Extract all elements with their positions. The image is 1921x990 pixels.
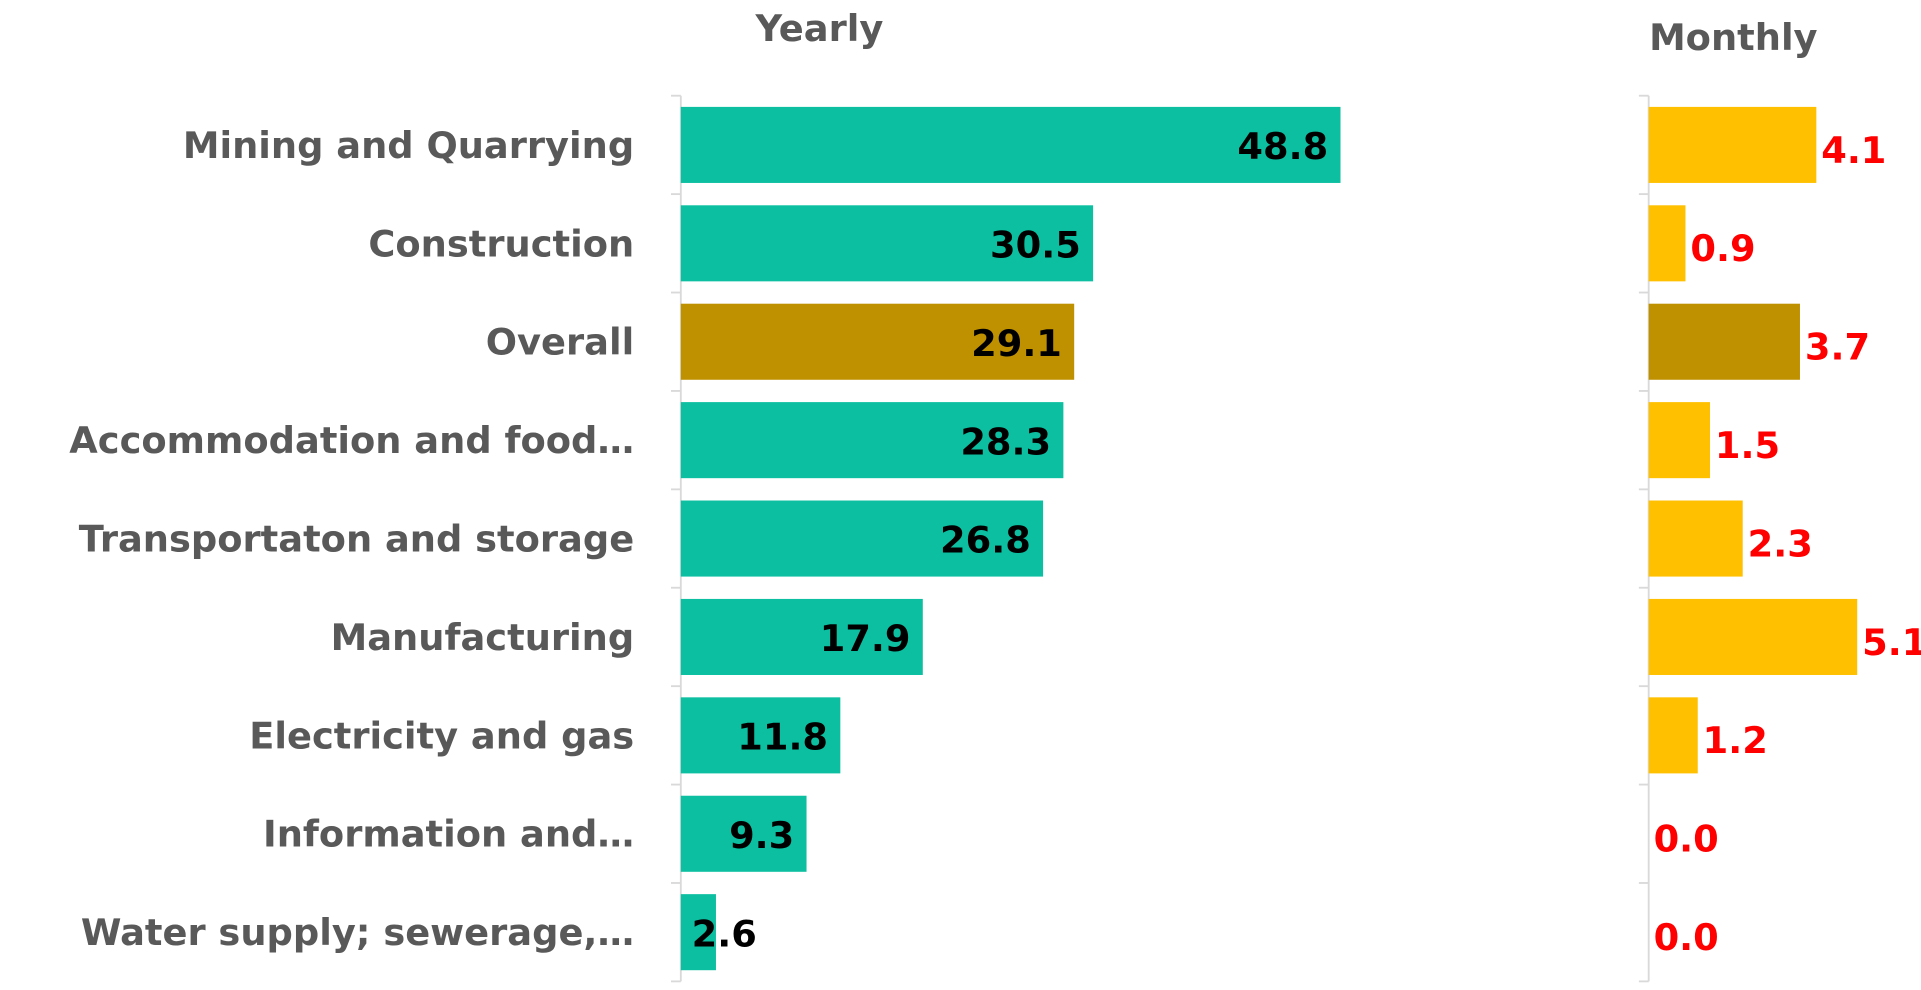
value-label: 2.3 [1748,522,1813,565]
bar [1648,205,1686,282]
value-label: 5.1 [1862,621,1921,664]
value-label: 2.6 [692,912,757,955]
bar [680,500,1044,577]
value-label: 0.0 [1654,818,1719,861]
category-label: Mining and Quarrying [183,124,634,167]
bar [680,402,1064,479]
bar [1648,697,1698,774]
value-label: 28.3 [960,420,1051,463]
value-label: 11.8 [737,716,828,759]
bar [680,303,1075,380]
bar [680,697,841,774]
value-label: 4.1 [1821,129,1886,172]
value-label: 17.9 [820,617,911,660]
bar [1648,500,1743,577]
value-label: 30.5 [990,224,1081,267]
chart-title: Monthly [1649,16,1817,59]
category-label: Information and… [263,813,634,856]
category-label: Transportaton and storage [79,518,634,561]
value-label: 1.2 [1703,719,1768,762]
bar [1648,402,1711,479]
bar [680,205,1094,282]
value-label: 3.7 [1805,326,1870,369]
bar [1648,106,1817,183]
category-label: Construction [368,222,634,265]
category-label: Manufacturing [331,616,635,659]
category-label: Overall [486,321,634,364]
value-label: 0.9 [1690,227,1755,270]
value-label: 1.5 [1715,424,1780,467]
value-label: 29.1 [971,322,1062,365]
bar [1648,598,1858,675]
chart-title: Yearly [755,7,884,50]
value-label: 0.0 [1654,916,1719,959]
bar [680,795,807,872]
category-label: Electricity and gas [249,714,634,757]
bar [680,894,716,971]
bar [680,106,1341,183]
value-label: 48.8 [1237,125,1328,168]
value-label: 9.3 [729,814,794,857]
bar [680,598,923,675]
category-label: Water supply; sewerage,… [81,911,634,954]
value-label: 26.8 [940,519,1031,562]
category-label: Accommodation and food… [69,419,634,462]
bar [1648,303,1800,380]
